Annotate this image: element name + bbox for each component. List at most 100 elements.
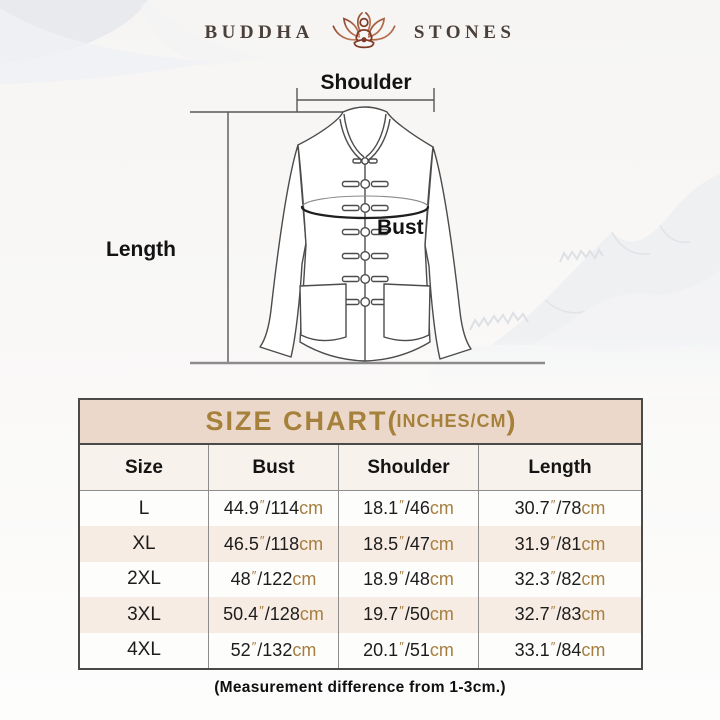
title-main-text: SIZE CHART bbox=[205, 406, 388, 436]
column-header-size: Size bbox=[124, 456, 164, 478]
inch-mark: ″ bbox=[399, 567, 404, 583]
cell-length: 31.9 ″/81 cm bbox=[478, 526, 641, 562]
cell-bust: 46.5 ″/118 cm bbox=[208, 526, 338, 562]
inch-mark: ″ bbox=[399, 638, 404, 654]
value-inches: 32.7 bbox=[514, 604, 550, 625]
value-inches: 30.7 bbox=[514, 498, 550, 519]
cell-size: 2XL bbox=[127, 568, 161, 590]
title-paren-close: ) bbox=[506, 406, 516, 436]
title-paren-open: ( bbox=[387, 406, 397, 436]
value-cm: /78 bbox=[556, 498, 582, 519]
value-inches: 52 bbox=[230, 639, 251, 660]
value-cm: /132 bbox=[257, 639, 293, 660]
value-cm: /50 bbox=[404, 604, 430, 625]
value-inches: 32.3 bbox=[514, 568, 550, 589]
inch-mark: ″ bbox=[399, 497, 404, 513]
cell-length: 33.1 ″/84 cm bbox=[478, 632, 641, 668]
inch-mark: ″ bbox=[399, 603, 404, 619]
column-header-length: Length bbox=[478, 445, 641, 490]
cm-label: cm bbox=[292, 639, 317, 660]
cm-label: cm bbox=[581, 568, 606, 589]
value-cm: /114 bbox=[265, 498, 300, 519]
value-cm: /51 bbox=[404, 639, 430, 660]
cm-label: cm bbox=[299, 604, 324, 625]
cm-label: cm bbox=[429, 639, 454, 660]
size-chart-table: SIZE CHART(INCHES/CM) Size Bust Shoulder… bbox=[78, 398, 643, 670]
cell-size: 4XL bbox=[127, 639, 161, 661]
value-cm: /122 bbox=[257, 568, 293, 589]
size-chart-title: SIZE CHART(INCHES/CM) bbox=[80, 400, 641, 445]
garment-diagram: Shoulder Length Bust bbox=[106, 71, 545, 365]
cm-label: cm bbox=[581, 533, 606, 554]
table-row: 2XL 48 ″/122 cm 18.9 ″/48 cm 32.3 ″/82 cm bbox=[80, 561, 641, 598]
inch-mark: ″ bbox=[550, 532, 556, 548]
column-header-shoulder: Shoulder bbox=[338, 445, 478, 490]
table-header-row: Size Bust Shoulder Length bbox=[80, 445, 641, 491]
value-cm: /83 bbox=[556, 604, 582, 625]
bust-ellipse-back bbox=[301, 195, 429, 208]
cell-bust: 52 ″/132 cm bbox=[208, 632, 338, 668]
value-inches: 46.5 bbox=[223, 533, 259, 554]
value-cm: /82 bbox=[556, 568, 582, 589]
lotus-meditation-icon bbox=[332, 12, 396, 49]
inch-mark: ″ bbox=[251, 567, 257, 583]
value-cm: /84 bbox=[556, 639, 582, 660]
value-inches: 20.1 bbox=[363, 639, 399, 660]
cm-label: cm bbox=[581, 498, 606, 519]
table-row: 4XL 52 ″/132 cm 20.1 ″/51 cm 33.1 ″/84 cm bbox=[80, 632, 641, 668]
value-inches: 18.1 bbox=[363, 498, 399, 519]
value-inches: 18.5 bbox=[363, 533, 399, 554]
cm-label: cm bbox=[429, 533, 454, 554]
table-row: XL 46.5 ″/118 cm 18.5 ″/47 cm 31.9 ″/81 cm bbox=[80, 526, 641, 562]
value-cm: /46 bbox=[404, 498, 430, 519]
cm-label: cm bbox=[429, 604, 454, 625]
cm-label: cm bbox=[429, 568, 454, 589]
value-inches: 31.9 bbox=[514, 533, 550, 554]
cell-size: 3XL bbox=[127, 603, 161, 625]
table-rows: L 44.9 ″/114 cm 18.1 ″/46 cm 30.7 ″/78 cm XL 46.5 ″ /… bbox=[80, 491, 641, 668]
cm-label: cm bbox=[299, 498, 324, 519]
value-cm: /118 bbox=[265, 533, 300, 554]
value-cm: /47 bbox=[404, 533, 430, 554]
cm-label: cm bbox=[429, 498, 454, 519]
inch-mark: ″ bbox=[550, 603, 556, 619]
inch-mark: ″ bbox=[259, 497, 265, 513]
cm-label: cm bbox=[292, 568, 317, 589]
value-cm: /48 bbox=[404, 568, 430, 589]
measurement-note: (Measurement difference from 1-3cm.) bbox=[214, 679, 506, 696]
bust-ellipse-front bbox=[300, 205, 430, 220]
cell-size: XL bbox=[132, 533, 156, 555]
cell-length: 32.3 ″/82 cm bbox=[478, 561, 641, 598]
bust-label: Bust bbox=[377, 216, 424, 239]
value-inches: 50.4 bbox=[223, 604, 259, 625]
inch-mark: ″ bbox=[550, 497, 556, 513]
cell-length: 32.7 ″/83 cm bbox=[478, 597, 641, 633]
value-cm: /81 bbox=[556, 533, 582, 554]
cell-shoulder: 18.9 ″/48 cm bbox=[338, 561, 478, 598]
cell-bust: 48 ″/122 cm bbox=[208, 561, 338, 598]
cell-length: 30.7 ″/78 cm bbox=[478, 491, 641, 527]
title-units-text: INCHES/CM bbox=[396, 411, 507, 431]
cell-shoulder: 18.5 ″/47 cm bbox=[338, 526, 478, 562]
value-inches: 19.7 bbox=[363, 604, 399, 625]
tang-jacket-drawing bbox=[259, 106, 472, 362]
brand-name-right: STONES bbox=[413, 22, 516, 43]
value-inches: 48 bbox=[230, 568, 251, 589]
shoulder-label: Shoulder bbox=[320, 71, 411, 94]
cell-size: L bbox=[138, 497, 150, 519]
cm-label: cm bbox=[581, 639, 606, 660]
inch-mark: ″ bbox=[259, 603, 264, 619]
table-row: L 44.9 ″/114 cm 18.1 ″/46 cm 30.7 ″/78 cm bbox=[80, 491, 641, 527]
brand-name-left: BUDDHA bbox=[204, 22, 314, 43]
value-cm: /128 bbox=[264, 604, 300, 625]
cell-shoulder: 19.7 ″/50 cm bbox=[338, 597, 478, 633]
cell-bust: 44.9 ″/114 cm bbox=[208, 491, 338, 527]
value-inches: 44.9 bbox=[223, 498, 259, 519]
column-header-bust: Bust bbox=[208, 445, 338, 490]
inch-mark: ″ bbox=[550, 638, 556, 654]
brand-logo: BUDDHA bbox=[0, 10, 720, 56]
value-inches: 33.1 bbox=[514, 639, 550, 660]
inch-mark: ″ bbox=[550, 567, 556, 583]
inch-mark: ″ bbox=[259, 532, 265, 548]
